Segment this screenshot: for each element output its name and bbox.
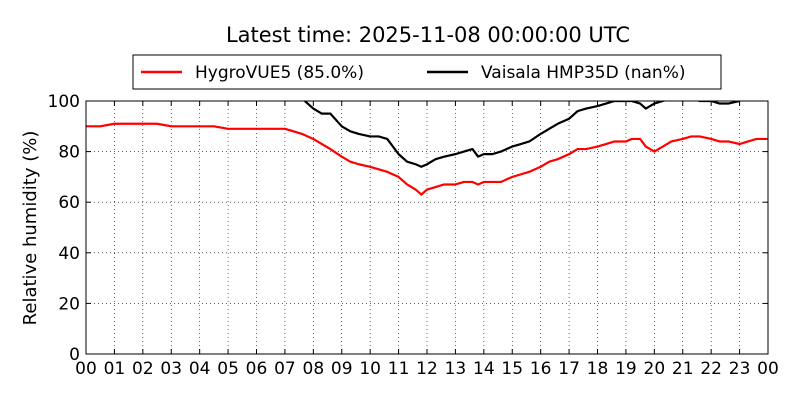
x-tick-label: 23 xyxy=(729,359,751,379)
x-tick-label: 16 xyxy=(530,359,552,379)
y-tick-label: 80 xyxy=(58,143,80,163)
y-tick-label: 0 xyxy=(69,345,80,365)
x-tick-label: 07 xyxy=(274,359,296,379)
plot-frame xyxy=(85,100,769,355)
y-tick-label: 20 xyxy=(58,294,80,314)
x-tick-label: 03 xyxy=(160,359,182,379)
legend-label-vaisala: Vaisala HMP35D (nan%) xyxy=(481,63,685,83)
y-tick-label: 60 xyxy=(58,193,80,213)
x-tick-label: 11 xyxy=(388,359,410,379)
x-tick-label: 12 xyxy=(416,359,438,379)
x-tick-label: 04 xyxy=(189,359,211,379)
x-tick-label: 10 xyxy=(359,359,381,379)
x-tick-label: 20 xyxy=(644,359,666,379)
series-line-hygrovue5 xyxy=(86,122,768,196)
x-tick-label: 09 xyxy=(331,359,353,379)
x-tick-label: 21 xyxy=(672,359,694,379)
x-axis-ticks: 00 01 02 03 04 05 06 07 08 09 10 11 12 13 14 15 16 17 18 19… xyxy=(75,101,779,379)
plot-series xyxy=(86,101,768,196)
legend: HygroVUE5 (85.0%) Vaisala HMP35D (nan%) xyxy=(132,54,722,90)
x-tick-label: 06 xyxy=(246,359,268,379)
x-tick-label: 18 xyxy=(587,359,609,379)
x-tick-label: 14 xyxy=(473,359,495,379)
x-tick-label: 19 xyxy=(615,359,637,379)
y-tick-label: 100 xyxy=(48,92,80,112)
y-axis-label: Relative humidity (%) xyxy=(20,131,41,326)
x-tick-label: 00 xyxy=(757,359,779,379)
x-tick-label: 22 xyxy=(700,359,722,379)
x-tick-label: 01 xyxy=(104,359,126,379)
x-tick-label: 00 xyxy=(75,359,97,379)
x-tick-label: 05 xyxy=(217,359,239,379)
x-tick-label: 17 xyxy=(558,359,580,379)
x-tick-label: 15 xyxy=(501,359,523,379)
x-tick-label: 13 xyxy=(445,359,467,379)
grid xyxy=(86,101,768,354)
x-tick-label: 08 xyxy=(303,359,325,379)
series-line-vaisala xyxy=(304,101,740,168)
x-tick-label: 02 xyxy=(132,359,154,379)
chart-title: Latest time: 2025-11-08 00:00:00 UTC xyxy=(226,23,630,47)
y-axis-ticks: 0 20 40 60 80 100 xyxy=(48,92,768,365)
legend-label-hygrovue5: HygroVUE5 (85.0%) xyxy=(195,63,364,83)
y-tick-label: 40 xyxy=(58,244,80,264)
